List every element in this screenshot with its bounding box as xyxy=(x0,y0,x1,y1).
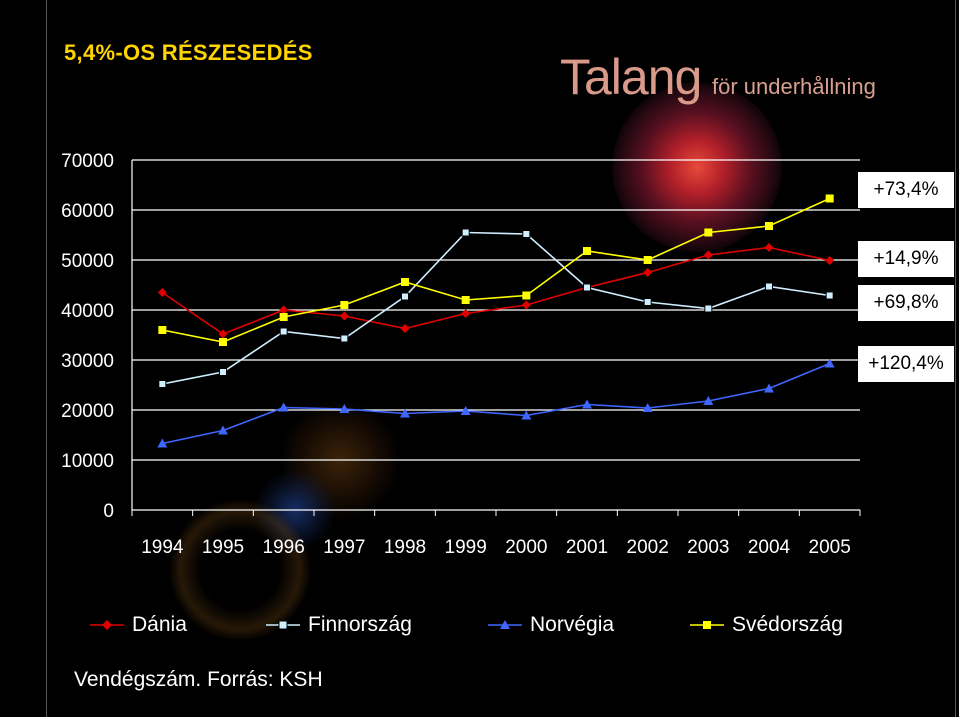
legend-dania-marker-icon xyxy=(90,620,124,630)
data-point-3-0 xyxy=(158,326,167,334)
legend-finnorszag-marker-icon xyxy=(266,620,300,630)
data-point-0-5 xyxy=(461,309,471,318)
brand-glow xyxy=(612,82,782,252)
page-title: 5,4%-OS RÉSZESEDÉS xyxy=(64,40,313,65)
data-point-1-8 xyxy=(643,298,652,306)
data-point-3-7 xyxy=(583,247,591,255)
legend-label: Norvégia xyxy=(530,613,615,636)
y-tick-label: 60000 xyxy=(61,201,114,222)
legend-item-dania: Dánia xyxy=(90,610,187,640)
data-point-2-7 xyxy=(582,399,592,409)
data-point-2-10 xyxy=(764,383,774,393)
x-tick-label: 1998 xyxy=(384,537,426,558)
data-point-3-3 xyxy=(340,301,349,309)
legend-item-svedorszag: Svédország xyxy=(690,610,843,640)
x-tick-label: 1995 xyxy=(202,537,244,558)
data-point-2-3 xyxy=(339,404,350,413)
data-point-0-8 xyxy=(643,268,653,277)
data-point-3-5 xyxy=(461,296,470,304)
frame-right-line xyxy=(955,0,956,717)
series-line-2 xyxy=(162,362,830,445)
data-point-0-11 xyxy=(825,256,835,265)
data-point-0-9 xyxy=(703,250,713,260)
change-label-norvegia: +120,4% xyxy=(858,346,954,382)
data-point-0-2 xyxy=(279,305,289,315)
data-point-3-8 xyxy=(643,256,652,264)
data-point-1-3 xyxy=(340,334,349,343)
data-point-2-9 xyxy=(703,396,714,405)
data-point-1-7 xyxy=(583,283,591,292)
data-point-2-11 xyxy=(824,358,835,368)
x-tick-label: 2005 xyxy=(809,537,851,558)
y-tick-label: 70000 xyxy=(61,151,114,172)
data-point-0-1 xyxy=(218,329,228,339)
data-point-3-10 xyxy=(765,222,773,230)
source-footnote: Vendégszám. Forrás: KSH xyxy=(74,668,323,691)
y-tick-label: 40000 xyxy=(61,301,114,322)
data-point-0-10 xyxy=(764,243,774,252)
data-point-3-1 xyxy=(219,338,227,346)
series-line-3 xyxy=(162,197,830,343)
legend-norvegia-marker-icon xyxy=(488,620,522,629)
legend-svedorszag-marker-icon xyxy=(690,621,724,629)
x-tick-label: 2002 xyxy=(627,537,669,558)
y-tick-label: 30000 xyxy=(61,351,114,372)
x-tick-label: 1999 xyxy=(445,537,487,558)
chart-legend: Dánia Finnország Norvégia Svédország xyxy=(90,610,870,640)
line-chart: 0 10000 20000 30000 40000 50000 60000 70000 1994… xyxy=(61,151,861,558)
series-line-0 xyxy=(161,246,830,335)
y-tick-label: 20000 xyxy=(61,401,114,422)
data-point-1-6 xyxy=(522,230,531,238)
data-point-1-0 xyxy=(158,380,167,388)
y-tick-label: 50000 xyxy=(61,251,114,272)
data-point-2-8 xyxy=(642,403,653,412)
x-tick-label: 1996 xyxy=(263,537,305,558)
data-point-2-6 xyxy=(521,410,532,420)
data-point-1-4 xyxy=(401,292,409,301)
data-point-1-5 xyxy=(461,228,470,237)
x-tick-label: 1994 xyxy=(141,537,184,558)
x-tick-label: 2004 xyxy=(748,537,791,558)
change-label-svedorszag: +73,4% xyxy=(858,172,954,208)
y-tick-label: 0 xyxy=(103,501,114,522)
bokeh-glow-3 xyxy=(170,500,310,640)
brand-name: Talang xyxy=(560,49,702,105)
data-point-3-2 xyxy=(279,313,288,321)
legend-label: Svédország xyxy=(732,613,843,636)
data-point-1-1 xyxy=(219,368,227,376)
data-point-2-4 xyxy=(400,408,410,418)
change-label-dania: +14,9% xyxy=(858,241,954,277)
legend-label: Dánia xyxy=(132,613,187,636)
x-tick-label: 1997 xyxy=(323,537,365,558)
data-point-0-3 xyxy=(339,311,349,321)
data-point-0-4 xyxy=(400,324,410,333)
data-point-0-0 xyxy=(157,288,167,297)
legend-item-finnorszag: Finnország xyxy=(266,610,412,640)
brand-logo: Talang för underhållning xyxy=(560,40,940,180)
frame-left-line xyxy=(46,0,47,717)
legend-label: Finnország xyxy=(308,613,412,636)
brand-tagline: för underhållning xyxy=(712,74,876,99)
change-label-finnorszag: +69,8% xyxy=(858,285,954,321)
data-point-3-6 xyxy=(522,291,531,300)
x-tick-label: 2003 xyxy=(687,537,729,558)
data-point-2-2 xyxy=(278,402,289,412)
data-point-1-2 xyxy=(279,327,288,336)
data-point-2-0 xyxy=(157,438,168,448)
data-point-3-4 xyxy=(401,278,409,286)
data-point-0-6 xyxy=(521,300,531,310)
y-tick-label: 10000 xyxy=(61,451,114,472)
data-point-3-9 xyxy=(704,228,713,237)
data-point-1-10 xyxy=(765,282,773,291)
legend-item-norvegia: Norvégia xyxy=(488,610,614,640)
x-tick-label: 2001 xyxy=(566,537,608,558)
series-line-1 xyxy=(162,231,830,385)
data-point-2-1 xyxy=(218,425,228,435)
data-point-3-11 xyxy=(825,194,834,203)
x-tick-label: 2000 xyxy=(505,537,547,558)
data-point-2-5 xyxy=(460,406,471,415)
data-point-1-11 xyxy=(825,291,834,300)
data-point-1-9 xyxy=(704,304,713,313)
